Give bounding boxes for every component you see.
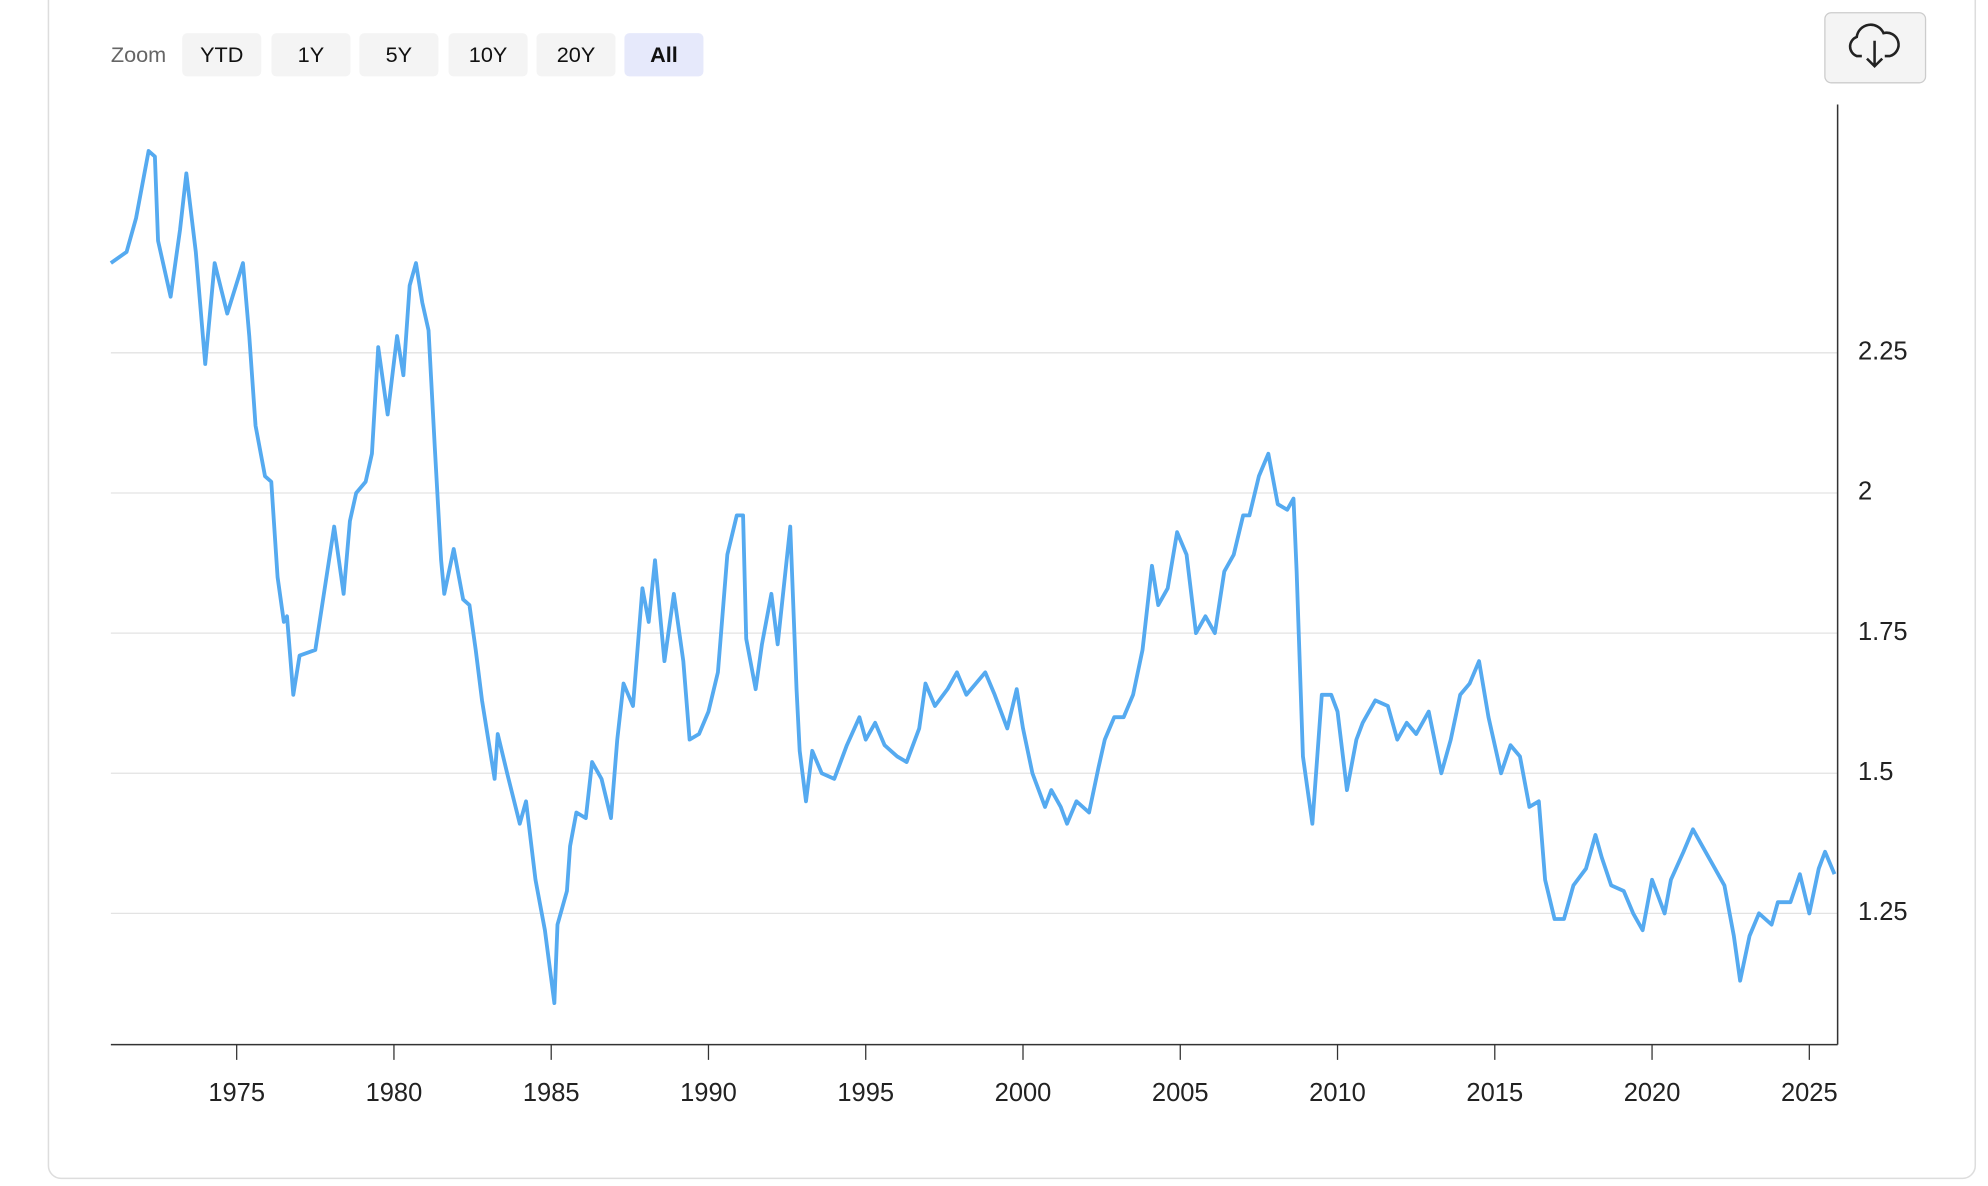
zoom-button-label[interactable]: 1Y <box>298 42 325 67</box>
x-tick-label: 2000 <box>995 1079 1052 1107</box>
y-tick-label: 1.75 <box>1858 618 1908 646</box>
y-tick-label: 1.5 <box>1858 758 1893 786</box>
zoom-button[interactable] <box>359 33 439 77</box>
zoom-button-label[interactable]: All <box>650 42 678 67</box>
x-tick-label: 2005 <box>1152 1079 1209 1107</box>
y-tick-label: 2 <box>1858 478 1872 506</box>
zoom-button[interactable] <box>536 33 616 77</box>
x-tick-label: 2025 <box>1781 1079 1838 1107</box>
x-tick-label: 1990 <box>680 1079 737 1107</box>
zoom-button[interactable] <box>448 33 528 77</box>
zoom-label: Zoom <box>111 42 166 67</box>
card <box>47 0 1977 1180</box>
x-tick-label: 1975 <box>208 1079 265 1107</box>
x-tick-label: 2010 <box>1309 1079 1366 1107</box>
zoom-button-label[interactable]: 5Y <box>386 42 413 67</box>
zoom-button[interactable] <box>271 33 351 77</box>
price-line <box>109 149 1837 1006</box>
x-tick-label: 2015 <box>1466 1079 1523 1107</box>
zoom-button-label[interactable]: 10Y <box>469 42 508 67</box>
x-tick-label: 1995 <box>837 1079 894 1107</box>
x-tick-label: 2020 <box>1624 1079 1681 1107</box>
zoom-button-label[interactable]: YTD <box>200 42 243 67</box>
download-button[interactable] <box>1824 12 1927 84</box>
zoom-button-label[interactable]: 20Y <box>557 42 596 67</box>
y-tick-label: 2.25 <box>1858 338 1908 366</box>
y-tick-label: 1.25 <box>1858 898 1908 926</box>
download-icon[interactable] <box>1848 23 1900 69</box>
zoom-button[interactable] <box>182 33 262 77</box>
x-tick-label: 1980 <box>366 1079 423 1107</box>
zoom-button[interactable] <box>624 33 704 77</box>
x-tick-label: 1985 <box>523 1079 580 1107</box>
